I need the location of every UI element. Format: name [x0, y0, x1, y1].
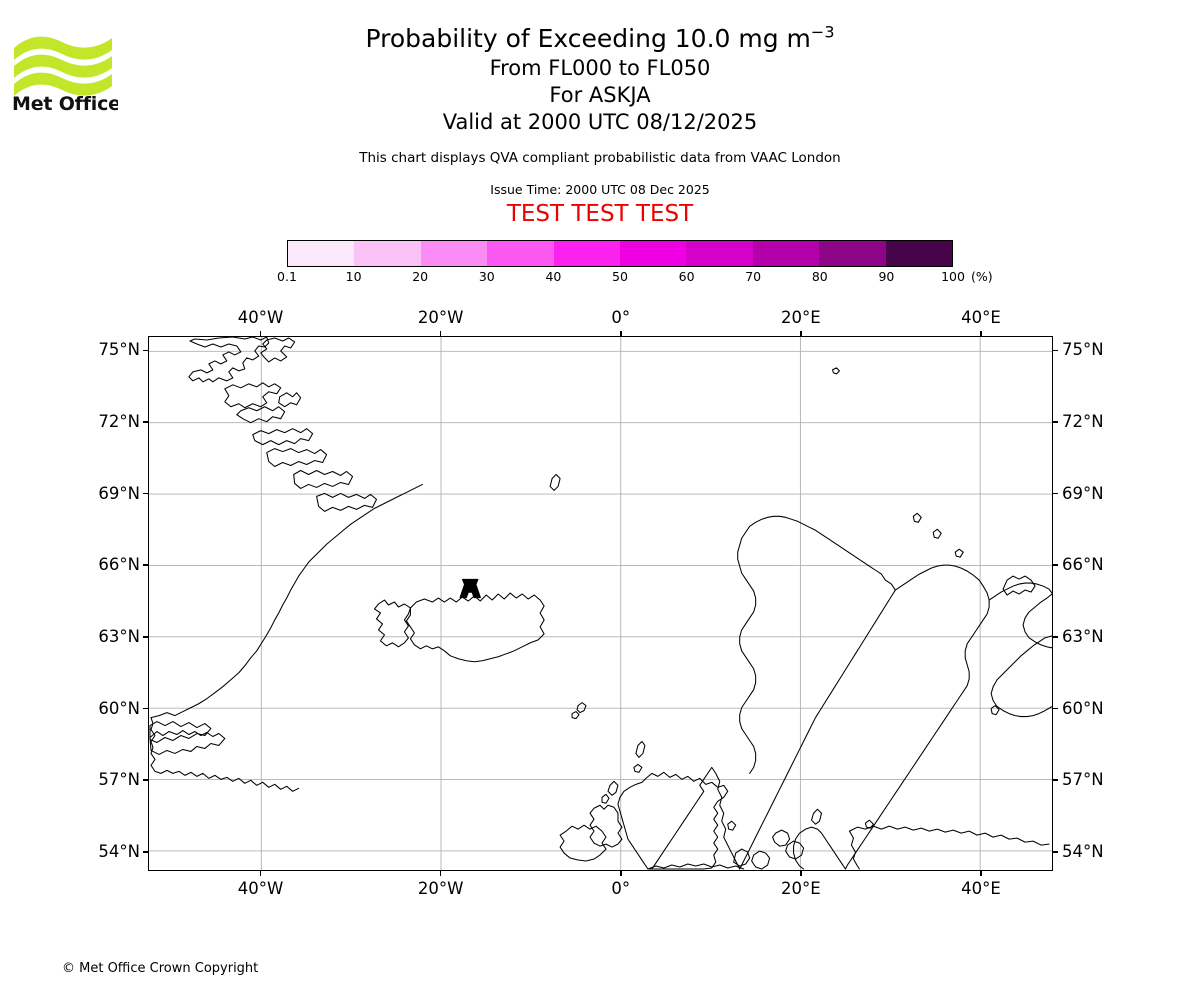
lon-label-bottom-20°W: 20°W [417, 879, 464, 898]
lon-label-bottom-0°: 0° [611, 879, 631, 898]
colorbar-tick-80: 80 [811, 269, 828, 284]
chart-header: Probability of Exceeding 10.0 mg m−3 Fro… [0, 22, 1200, 228]
tick-right-66°N [1053, 564, 1058, 567]
colorbar-tick-100: 100 [941, 269, 965, 284]
title-exponent: −3 [810, 22, 835, 42]
tick-right-75°N [1053, 349, 1058, 352]
tick-top-40°E [980, 331, 982, 336]
colorbar-gradient [287, 240, 953, 267]
flight-level-line: From FL000 to FL050 [489, 56, 711, 80]
copyright-notice: © Met Office Crown Copyright [62, 961, 259, 976]
colorbar-segment-7 [752, 241, 820, 266]
page-title: Probability of Exceeding 10.0 mg m−3 [0, 22, 1200, 55]
map-coastlines [149, 337, 423, 792]
probability-colorbar [287, 240, 953, 267]
lat-label-right-69°N: 69°N [1062, 483, 1104, 503]
issue-time: Issue Time: 2000 UTC 08 Dec 2025 [490, 182, 710, 197]
lon-label-bottom-40°W: 40°W [237, 879, 284, 898]
colorbar-tick-90: 90 [878, 269, 895, 284]
tick-left-54°N [143, 851, 148, 853]
tick-right-60°N [1053, 707, 1058, 710]
lat-label-right-54°N: 54°N [1062, 841, 1104, 861]
lat-label-left-75°N: 75°N [98, 340, 140, 360]
lon-label-bottom-20°E: 20°E [781, 879, 821, 898]
lat-label-left-63°N: 63°N [98, 626, 140, 646]
test-banner: TEST TEST TEST [506, 201, 694, 227]
tick-bottom-20°W [439, 871, 442, 876]
tick-right-57°N [1053, 779, 1058, 782]
colorbar-tick-0.1: 0.1 [277, 269, 297, 284]
colorbar-tick-20: 20 [412, 269, 429, 284]
tick-top-20°W [439, 331, 442, 336]
colorbar-segment-5 [620, 241, 687, 266]
tick-left-75°N [143, 349, 148, 352]
colorbar-tick-labels: 0.1 10 20 30 40 50 60 70 80 90 100 [277, 269, 965, 287]
lon-label-top-0°: 0° [611, 308, 631, 327]
lat-label-left-60°N: 60°N [98, 698, 140, 718]
colorbar-tick-50: 50 [612, 269, 628, 284]
tick-right-69°N [1053, 492, 1058, 495]
lat-label-right-66°N: 66°N [1062, 555, 1104, 575]
lon-label-top-40°W: 40°W [237, 308, 284, 327]
volcano-marker[interactable] [459, 578, 481, 599]
tick-left-57°N [143, 779, 148, 782]
colorbar-segment-9 [885, 241, 953, 266]
lat-label-left-54°N: 54°N [98, 841, 140, 861]
lat-label-right-57°N: 57°N [1062, 770, 1104, 790]
tick-right-54°N [1053, 851, 1058, 853]
colorbar-tick-30: 30 [478, 269, 495, 284]
tick-right-72°N [1053, 421, 1058, 423]
lon-label-top-20°E: 20°E [781, 308, 821, 327]
logo-waves-icon [14, 36, 112, 96]
tick-right-63°N [1053, 636, 1058, 638]
tick-top-0° [619, 331, 622, 336]
lat-label-right-60°N: 60°N [1062, 698, 1104, 718]
map-gridlines [149, 337, 1052, 870]
colorbar-units-label: (%) [971, 269, 993, 284]
map-coastlines-secondary [373, 367, 1052, 870]
colorbar-segment-2 [420, 241, 488, 266]
met-office-logo-svg: Met Office [12, 36, 118, 114]
colorbar-segment-8 [819, 241, 886, 266]
lat-label-left-69°N: 69°N [98, 483, 140, 503]
tick-left-63°N [143, 636, 148, 638]
valid-time-line: Valid at 2000 UTC 08/12/2025 [442, 110, 758, 134]
tick-bottom-40°E [980, 871, 982, 876]
lat-label-right-75°N: 75°N [1062, 340, 1104, 360]
tick-left-66°N [143, 564, 148, 567]
volcano-name-line: For ASKJA [549, 83, 651, 107]
colorbar-segment-1 [354, 241, 421, 266]
colorbar-tick-10: 10 [345, 269, 362, 284]
colorbar-segment-4 [553, 241, 621, 266]
lon-label-bottom-40°E: 40°E [961, 879, 1001, 898]
map-canvas [149, 337, 1052, 870]
tick-bottom-0° [619, 871, 622, 876]
tick-left-60°N [143, 707, 148, 710]
qva-note: This chart displays QVA compliant probab… [359, 150, 841, 166]
title-text: Probability of Exceeding 10.0 mg m [365, 24, 811, 53]
tick-left-72°N [143, 421, 148, 423]
tick-top-20°E [800, 331, 802, 336]
lat-label-right-72°N: 72°N [1062, 411, 1104, 431]
colorbar-tick-70: 70 [745, 269, 762, 284]
colorbar-segment-3 [487, 241, 554, 266]
colorbar-tick-60: 60 [678, 269, 695, 284]
tick-bottom-20°E [800, 871, 802, 876]
tick-top-40°W [259, 331, 262, 336]
met-office-logo: Met Office [10, 22, 118, 114]
tick-bottom-40°W [259, 871, 262, 876]
lon-label-top-20°W: 20°W [417, 308, 464, 327]
lat-label-right-63°N: 63°N [1062, 626, 1104, 646]
lat-label-left-57°N: 57°N [98, 770, 140, 790]
lon-label-top-40°E: 40°E [961, 308, 1001, 327]
volcano-icon [459, 578, 481, 599]
map-plot-area[interactable] [148, 336, 1053, 871]
logo-wordmark: Met Office [12, 93, 118, 114]
tick-left-69°N [143, 492, 148, 495]
colorbar-segment-6 [686, 241, 753, 266]
colorbar-segment-0 [288, 241, 355, 266]
lat-label-left-66°N: 66°N [98, 555, 140, 575]
lat-label-left-72°N: 72°N [98, 411, 140, 431]
colorbar-tick-40: 40 [545, 269, 562, 284]
